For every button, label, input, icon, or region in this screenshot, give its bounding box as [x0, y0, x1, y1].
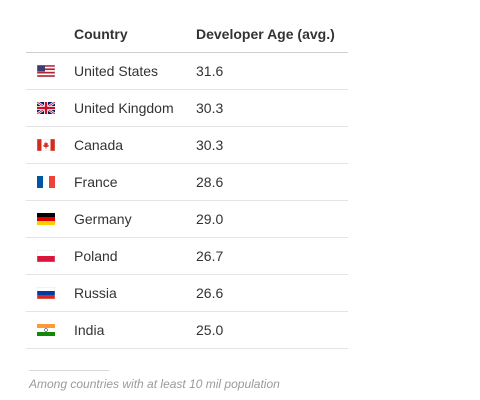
developer-age-value: 30.3: [196, 137, 224, 153]
developer-age-value: 26.6: [196, 285, 224, 301]
age-column-header: Developer Age (avg.): [196, 26, 335, 42]
developer-age-value: 30.3: [196, 100, 224, 116]
table-row: United Kingdom 30.3: [26, 90, 348, 127]
us-flag-icon: [37, 65, 55, 77]
table-row: Poland 26.7: [26, 238, 348, 275]
developer-age-value: 29.0: [196, 211, 224, 227]
country-name: United Kingdom: [74, 100, 174, 116]
country-name: Poland: [74, 248, 118, 264]
germany-flag-icon: [37, 213, 55, 225]
developer-age-value: 28.6: [196, 174, 224, 190]
france-flag-icon: [37, 176, 55, 188]
india-flag-icon: [37, 324, 55, 336]
developer-age-value: 26.7: [196, 248, 224, 264]
table-row: India 25.0: [26, 312, 348, 349]
uk-flag-icon: [37, 102, 55, 114]
table-row: Germany 29.0: [26, 201, 348, 238]
country-name: Russia: [74, 285, 117, 301]
country-name: Canada: [74, 137, 124, 153]
poland-flag-icon: [37, 250, 55, 262]
canada-flag-icon: [37, 139, 55, 151]
footnote: Among countries with at least 10 mil pop…: [29, 377, 280, 391]
table-row: Russia 26.6: [26, 275, 348, 312]
country-name: United States: [74, 63, 159, 79]
table-row: France 28.6: [26, 164, 348, 201]
developer-age-value: 25.0: [196, 322, 224, 338]
footnote-divider: [29, 370, 109, 371]
country-column-header: Country: [74, 26, 128, 42]
developer-age-value: 31.6: [196, 63, 224, 79]
country-name: Germany: [74, 211, 132, 227]
russia-flag-icon: [37, 287, 55, 299]
developer-age-table: Country Developer Age (avg.) United Stat…: [26, 16, 348, 349]
country-name: France: [74, 174, 118, 190]
table-row: Canada 30.3: [26, 127, 348, 164]
table-row: United States 31.6: [26, 53, 348, 90]
country-name: India: [74, 322, 105, 338]
table-header: Country Developer Age (avg.): [26, 16, 348, 53]
